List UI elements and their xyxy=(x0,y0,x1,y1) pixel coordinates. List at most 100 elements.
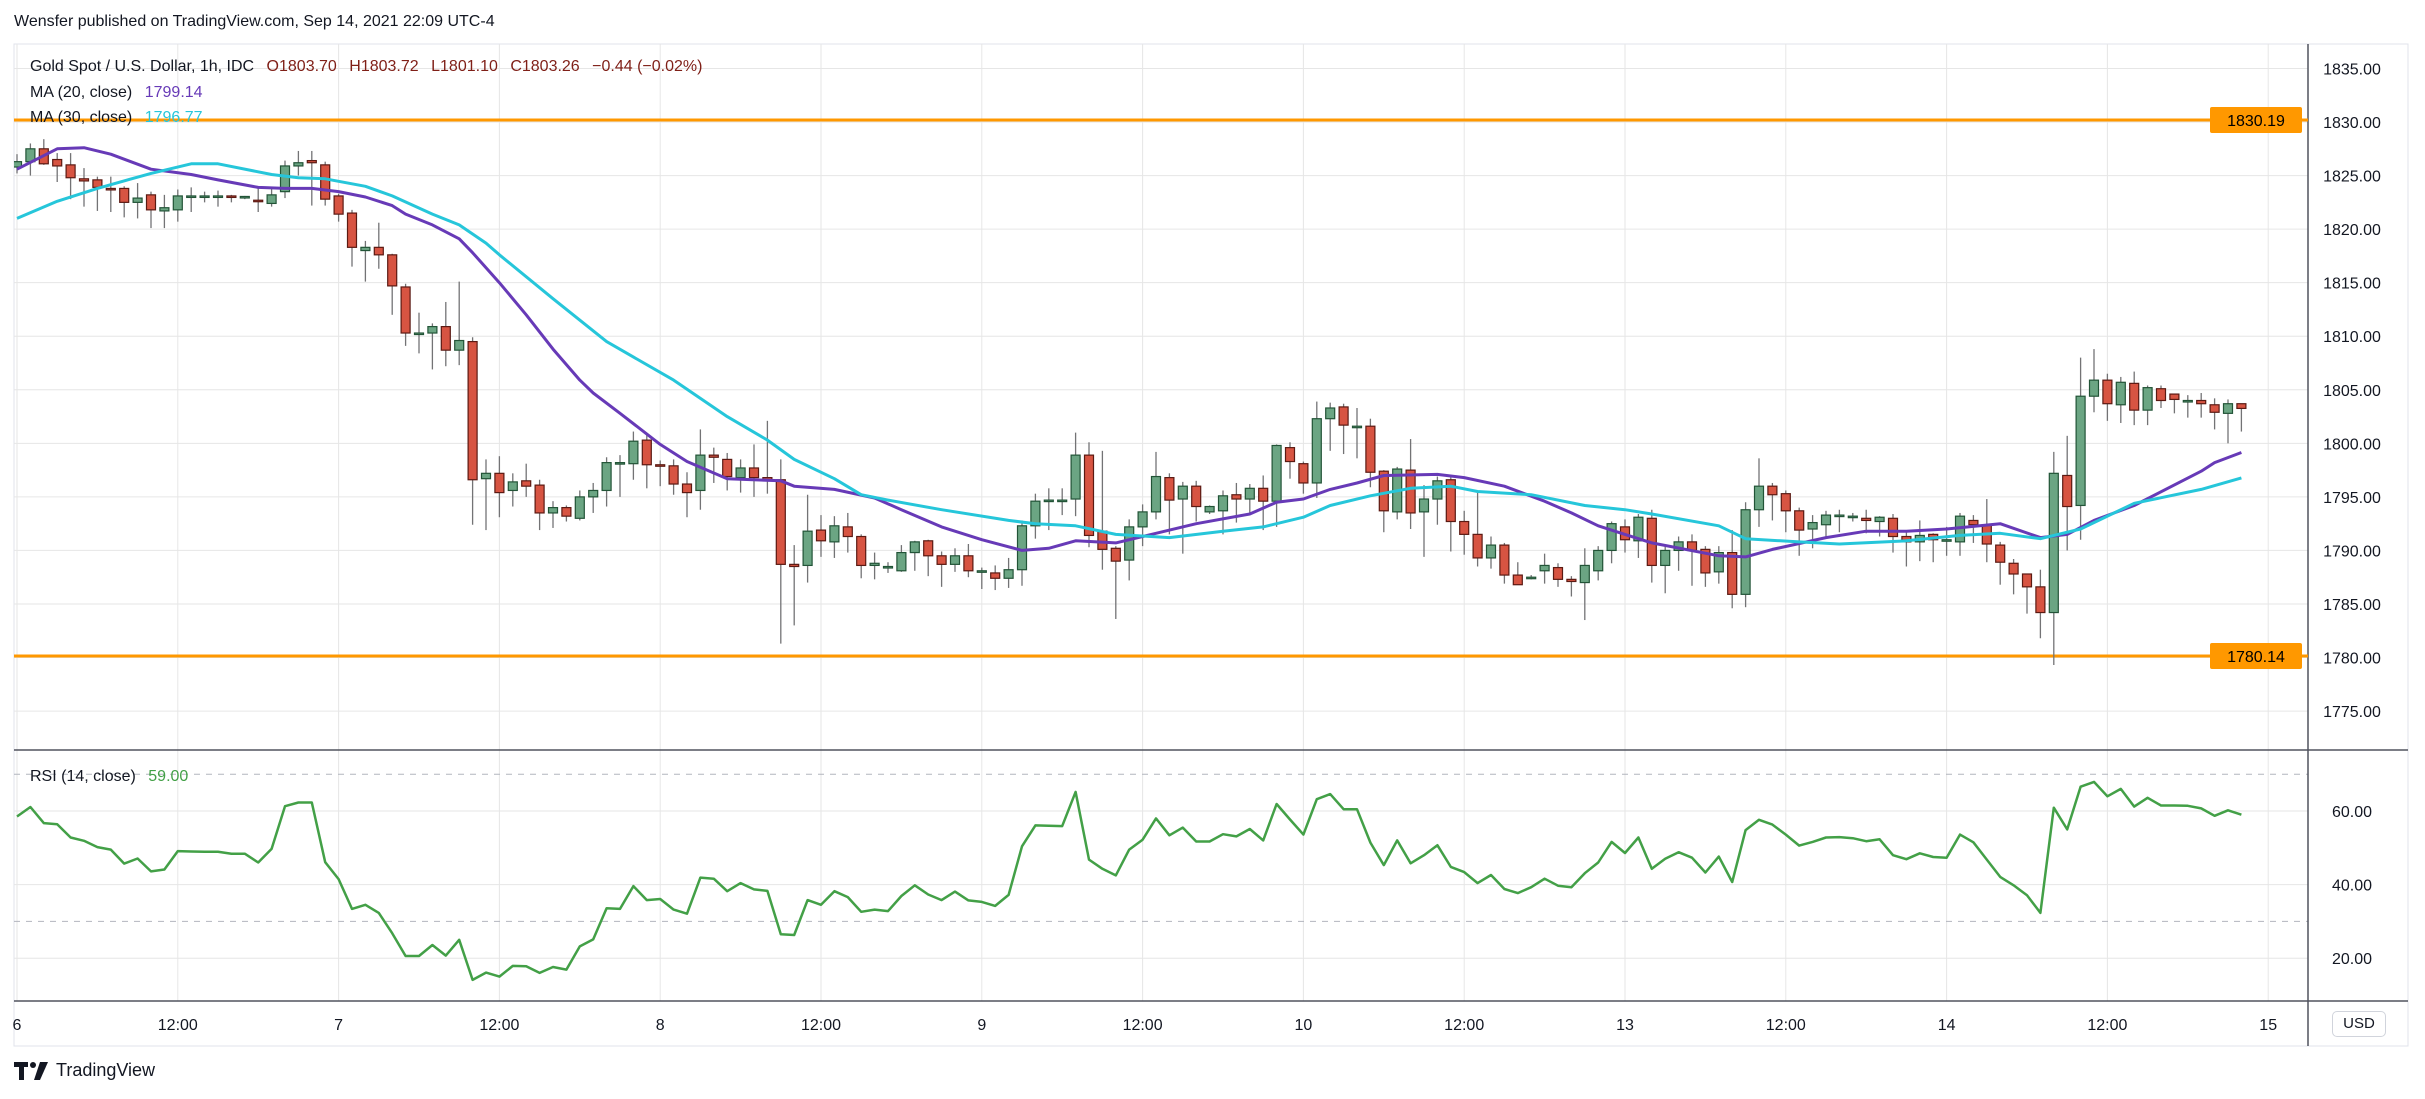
time-tick-label: 12:00 xyxy=(158,1017,198,1034)
candle-body xyxy=(1847,515,1858,519)
candle-down xyxy=(346,209,358,267)
candle-up xyxy=(1606,521,1617,564)
candle-up xyxy=(829,516,840,558)
currency-button[interactable]: USD xyxy=(2332,1011,2386,1037)
ma30-legend[interactable]: MA (30, close) 1796.77 xyxy=(30,109,211,127)
candle-body xyxy=(2169,393,2180,401)
candle-body xyxy=(936,555,947,565)
candle-body xyxy=(172,195,183,211)
candle-body xyxy=(1351,425,1363,429)
candle-body xyxy=(387,254,398,287)
candle-body xyxy=(373,246,384,256)
candle-body xyxy=(1177,485,1188,500)
candle-body xyxy=(1499,544,1510,576)
candle-up xyxy=(588,482,599,513)
candle-body xyxy=(467,340,478,481)
candle-down xyxy=(1861,509,1872,534)
candle-body xyxy=(226,195,237,199)
candle-up xyxy=(293,150,304,176)
candle-body xyxy=(1727,551,1738,595)
candle-body xyxy=(1083,454,1095,537)
candle-up xyxy=(1526,575,1537,580)
candle-down xyxy=(1887,514,1899,553)
time-tick-label: 12:00 xyxy=(1444,1017,1484,1034)
candle-body xyxy=(1043,499,1054,503)
rsi-legend[interactable]: RSI (14, close) 59.00 xyxy=(30,768,196,786)
legend-open: O1803.70 xyxy=(266,58,337,75)
candle-down xyxy=(494,456,505,518)
rsi-line xyxy=(16,780,2242,982)
candle-up xyxy=(1311,401,1322,498)
candle-body xyxy=(413,332,425,336)
candle-up xyxy=(1539,553,1550,584)
candle-up xyxy=(454,281,465,366)
candle-up xyxy=(1244,484,1255,516)
candle-body xyxy=(1164,477,1175,501)
price-tick-label: 1775.00 xyxy=(2323,704,2381,721)
candle-body xyxy=(119,187,130,203)
candle-up xyxy=(1874,516,1885,537)
candle-body xyxy=(1780,493,1791,512)
candle-body xyxy=(588,489,599,498)
candle-body xyxy=(521,480,532,487)
candle-body xyxy=(802,530,813,567)
ma20-legend[interactable]: MA (20, close) 1799.14 xyxy=(30,84,211,102)
candle-down xyxy=(1459,510,1470,555)
candle-down xyxy=(681,472,693,518)
candle-up xyxy=(1030,493,1041,539)
candle-body xyxy=(963,555,974,572)
candle-up xyxy=(186,187,197,212)
candle-body xyxy=(1593,549,1604,572)
candle-body xyxy=(360,246,371,252)
candle-down xyxy=(923,539,934,577)
candle-body xyxy=(668,465,679,485)
candle-body xyxy=(1365,425,1376,473)
candle-body xyxy=(1150,475,1162,513)
candle-up xyxy=(1660,546,1671,594)
tradingview-logo[interactable]: TradingView xyxy=(14,1060,155,1081)
chart-frame xyxy=(13,43,2409,1047)
ma20-line xyxy=(16,146,2242,559)
candle-body xyxy=(2021,573,2033,588)
candle-body xyxy=(856,535,867,567)
candle-body xyxy=(2088,379,2100,397)
candle-up xyxy=(882,562,894,573)
candle-body xyxy=(1887,517,1899,538)
candle-body xyxy=(14,161,23,168)
candle-up xyxy=(159,194,170,229)
candle-up xyxy=(2115,376,2126,423)
candle-body xyxy=(454,339,465,351)
candle-body xyxy=(132,197,143,203)
candle-down xyxy=(387,253,398,315)
candle-body xyxy=(1445,479,1456,523)
candle-down xyxy=(1472,492,1483,567)
symbol-name[interactable]: Gold Spot / U.S. Dollar, 1h, IDC xyxy=(30,58,255,75)
candle-down xyxy=(105,176,116,212)
candle-body xyxy=(1713,551,1724,573)
time-tick-label: 7 xyxy=(334,1017,343,1034)
candle-body xyxy=(52,158,63,167)
price-tick-label: 1815.00 xyxy=(2323,276,2381,293)
candle-down xyxy=(1552,563,1564,587)
candle-body xyxy=(681,483,693,494)
candle-up xyxy=(1204,505,1215,515)
legend-change: −0.44 (−0.02%) xyxy=(592,58,703,75)
candle-body xyxy=(78,178,90,182)
candle-up xyxy=(413,312,425,354)
candle-body xyxy=(1512,574,1523,586)
candle-body xyxy=(293,162,304,167)
candle-body xyxy=(1834,514,1845,518)
candle-down xyxy=(815,515,827,557)
candle-up xyxy=(628,431,639,480)
candle-body xyxy=(2102,379,2113,405)
candle-body xyxy=(1097,530,1108,550)
candle-down xyxy=(1284,442,1296,479)
candle-down xyxy=(2209,398,2220,430)
candle-up xyxy=(1753,458,1765,527)
candle-body xyxy=(1566,578,1577,583)
candle-body xyxy=(1579,564,1590,584)
time-tick-label: 12:00 xyxy=(1766,1017,1806,1034)
candle-body xyxy=(2236,403,2247,410)
